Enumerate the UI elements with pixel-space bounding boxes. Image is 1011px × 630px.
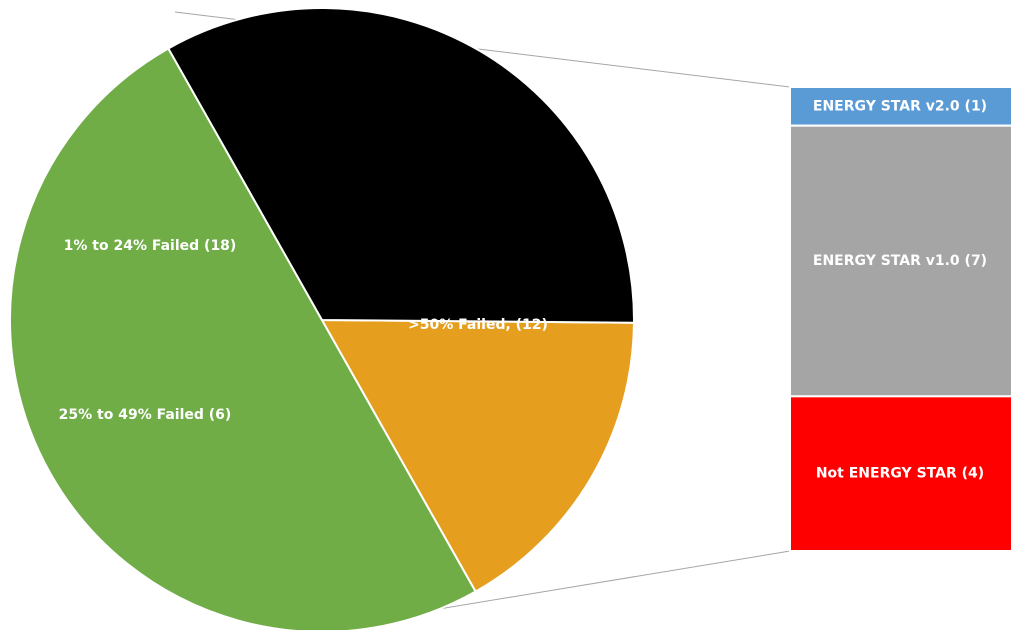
bar-segment-energy-star-v1-0-7 <box>789 124 1011 398</box>
stacked-bar <box>789 86 1011 552</box>
pie-slice-50-failed-12 <box>166 6 635 324</box>
pie <box>9 6 635 630</box>
bar-label-energy-star-v1-0-7: ENERGY STAR v1.0 (7) <box>813 253 987 269</box>
pie-slice-1-to-24-failed-18 <box>9 47 478 630</box>
pie-slice-25-to-49-failed-6 <box>320 318 635 593</box>
pie-label-50-failed-12: >50% Failed, (12) <box>408 317 548 333</box>
bar-label-not-energy-star-4: Not ENERGY STAR (4) <box>816 466 984 482</box>
pie-label-1-to-24-failed-18: 1% to 24% Failed (18) <box>64 238 237 254</box>
bar-segment-not-energy-star-4 <box>789 395 1011 552</box>
data-labels: 1% to 24% Failed (18) 25% to 49% Failed (… <box>59 98 987 481</box>
pie-label-25-to-49-failed-6: 25% to 49% Failed (6) <box>59 407 232 423</box>
bar-label-energy-star-v2-0-1: ENERGY STAR v2.0 (1) <box>813 98 987 114</box>
